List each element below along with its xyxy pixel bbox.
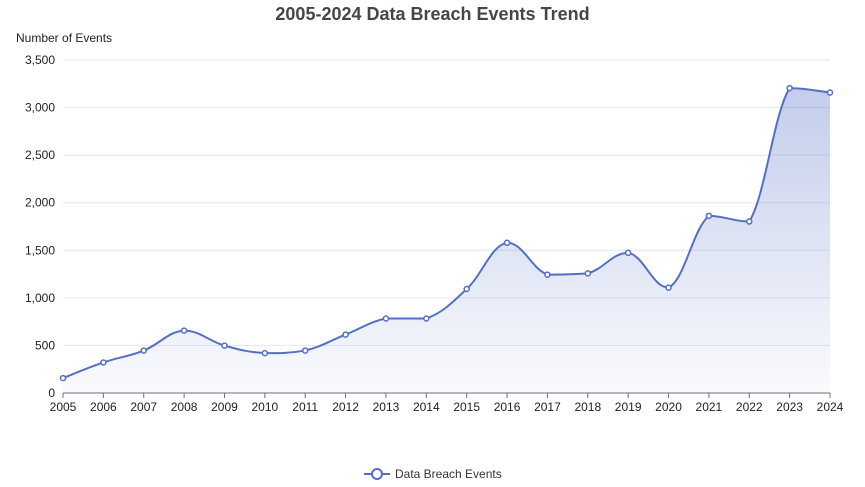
legend-label: Data Breach Events	[395, 467, 502, 481]
x-tick-label: 2015	[453, 400, 480, 414]
data-point	[786, 84, 793, 92]
legend[interactable]: Data Breach Events	[364, 467, 502, 481]
x-tick-label: 2020	[655, 400, 682, 414]
x-tick-label: 2009	[211, 400, 238, 414]
x-tick-label: 2013	[373, 400, 400, 414]
data-point	[423, 315, 430, 322]
data-point	[463, 285, 470, 293]
y-tick-label: 3,000	[25, 101, 55, 115]
data-point	[544, 271, 551, 278]
data-point	[503, 239, 511, 247]
y-tick-label: 0	[48, 386, 55, 400]
data-point	[221, 342, 228, 349]
x-tick-label: 2005	[50, 400, 77, 414]
legend-line-circle-icon	[364, 468, 390, 480]
x-tick-label: 2008	[171, 400, 198, 414]
x-tick-label: 2022	[736, 400, 763, 414]
data-point	[140, 347, 147, 354]
data-point	[180, 327, 188, 334]
x-tick-label: 2018	[574, 400, 601, 414]
x-tick-label: 2011	[292, 400, 318, 414]
data-point	[624, 249, 632, 257]
y-axis-label: Number of Events	[16, 31, 113, 45]
x-tick-label: 2017	[534, 400, 561, 414]
y-tick-label: 3,500	[25, 53, 55, 67]
data-point	[100, 359, 107, 366]
x-tick-label: 2010	[251, 400, 278, 414]
chart-title: 2005-2024 Data Breach Events Trend	[275, 4, 590, 24]
x-tick-label: 2024	[817, 400, 844, 414]
y-tick-label: 1,000	[25, 291, 55, 305]
x-tick-label: 2014	[413, 400, 440, 414]
x-tick-label: 2007	[130, 400, 157, 414]
data-point	[826, 89, 834, 96]
y-tick-label: 2,500	[25, 148, 55, 162]
y-tick-label: 1,500	[25, 243, 55, 257]
data-point	[301, 347, 309, 354]
data-point	[665, 284, 672, 291]
data-point	[342, 331, 349, 338]
data-point	[746, 218, 753, 225]
x-tick-label: 2023	[776, 400, 803, 414]
x-tick-label: 2006	[90, 400, 117, 414]
y-tick-label: 2,000	[25, 196, 55, 210]
data-point	[705, 212, 713, 220]
x-tick-label: 2012	[332, 400, 359, 414]
series-area	[63, 88, 830, 394]
y-tick-label: 500	[35, 338, 55, 352]
data-point	[382, 315, 390, 322]
data-point	[59, 374, 67, 382]
x-tick-label: 2019	[615, 400, 642, 414]
data-point	[584, 270, 592, 277]
x-tick-label: 2021	[696, 400, 723, 414]
x-tick-label: 2016	[494, 400, 521, 414]
data-point	[261, 349, 269, 357]
